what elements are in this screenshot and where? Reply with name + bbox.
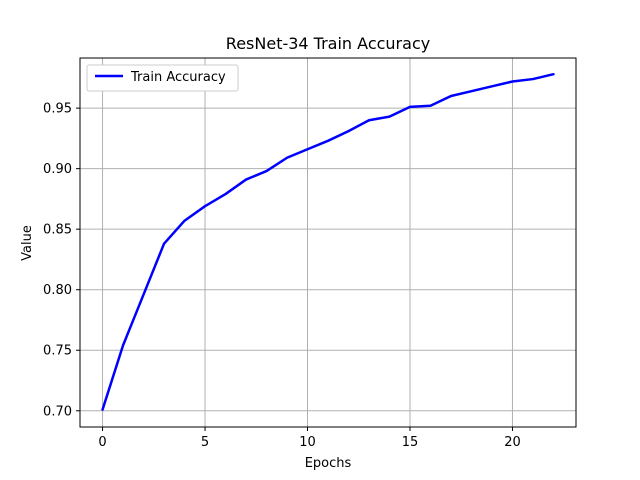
- x-axis-label: Epochs: [305, 456, 352, 471]
- y-axis-label: Value: [20, 225, 35, 261]
- x-tick-label: 5: [201, 435, 209, 450]
- legend: Train Accuracy: [86, 64, 239, 92]
- legend-label-train-accuracy: Train Accuracy: [130, 70, 226, 85]
- y-tick-label: 0.80: [43, 283, 72, 298]
- series-layer: [101, 72, 555, 411]
- y-tick-label: 0.90: [43, 162, 72, 177]
- legend-box: [86, 64, 239, 92]
- plot-frame: [79, 57, 577, 428]
- chart-title: ResNet-34 Train Accuracy: [226, 34, 430, 53]
- grid: [80, 58, 576, 427]
- x-tick-label: 10: [299, 435, 316, 450]
- x-tick-label: 0: [98, 435, 106, 450]
- y-tick-label: 0.95: [43, 102, 72, 117]
- axis-ticks: 0 5 10 15 20 0.70 0.75 0.80 0.85 0.90 0.95: [43, 102, 521, 450]
- x-tick-label: 15: [402, 435, 419, 450]
- y-tick-label: 0.75: [43, 344, 72, 359]
- y-tick-label: 0.70: [43, 404, 72, 419]
- x-tick-label: 20: [504, 435, 521, 450]
- y-tick-label: 0.85: [43, 223, 72, 238]
